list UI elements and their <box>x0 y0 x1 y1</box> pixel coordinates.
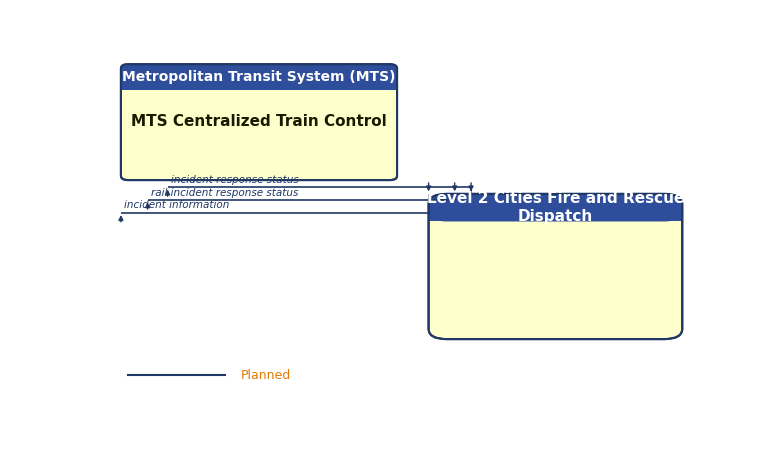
FancyBboxPatch shape <box>121 64 397 180</box>
Text: rail incident response status: rail incident response status <box>150 188 298 198</box>
Text: incident response status: incident response status <box>171 175 298 185</box>
Text: Planned: Planned <box>240 369 290 382</box>
FancyBboxPatch shape <box>428 194 682 221</box>
FancyBboxPatch shape <box>428 194 682 339</box>
Text: Level 2 Cities Fire and Rescue
Dispatch: Level 2 Cities Fire and Rescue Dispatch <box>427 191 684 224</box>
Bar <box>428 207 682 221</box>
Text: Metropolitan Transit System (MTS): Metropolitan Transit System (MTS) <box>122 70 395 84</box>
Text: MTS Centralized Train Control: MTS Centralized Train Control <box>131 114 387 128</box>
Text: incident information: incident information <box>124 201 229 211</box>
Bar <box>121 76 397 90</box>
FancyBboxPatch shape <box>121 64 397 90</box>
